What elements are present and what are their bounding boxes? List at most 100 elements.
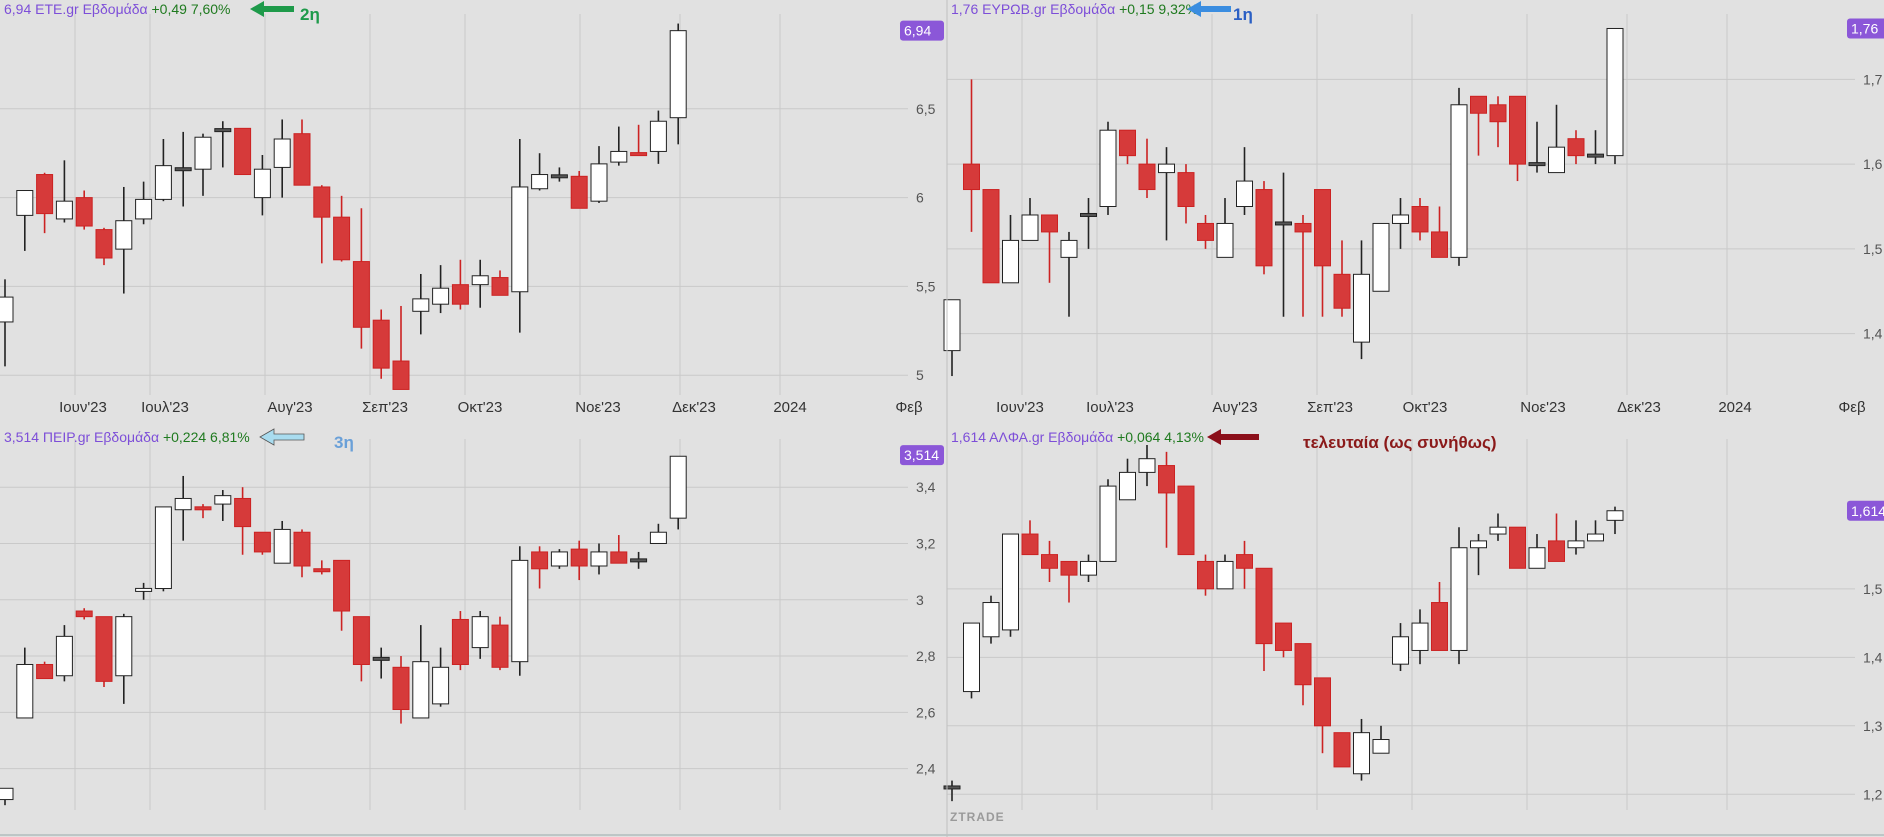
candle-body [115,616,133,677]
candle-body [1528,547,1546,569]
y-tick-label: 5 [916,367,924,383]
candle-body [1021,214,1039,241]
candle-body [392,360,410,390]
candle-body [16,663,34,719]
candle-body [1177,485,1195,556]
candle-body [982,602,1000,638]
candle-body [550,174,568,179]
candle-body [36,663,54,680]
y-tick-label: 6,5 [916,101,936,117]
candle-body [313,568,331,573]
y-tick-label: 1,5 [1863,581,1883,597]
candle-body [333,559,351,612]
y-tick-label: 3 [916,592,924,608]
candle-body [511,186,529,293]
annotation-label: 1η [1233,5,1253,24]
candle-body [1509,95,1526,165]
header-symbol: 6,94 ETE.gr Εβδομάδα [4,1,152,17]
candle-body [1158,163,1175,174]
price-badge [900,20,944,41]
candle-body [135,587,153,592]
candle-body [194,136,212,170]
price-badge [1847,18,1884,39]
y-tick-label: 5,5 [916,278,936,294]
candle-body [1041,214,1058,233]
candle-body [234,127,252,176]
x-tick-label: Δεκ'23 [672,399,716,416]
x-tick-label: Σεπ'23 [1307,399,1353,416]
candle-body [1450,104,1468,258]
y-tick-label: 1,7 [1863,71,1883,87]
chart-panel-ΠΕΙΡ.gr: 2,4 2,6 2,8 3 3,2 3,4 3,514 3,514 ΠΕΙΡ.gr Εβδομ… [0,428,944,810]
candle-body [982,189,1000,284]
chart-panel-ΕΥΡΩΒ.gr: 1,4 1,5 1,6 1,7 1,76 1,76 ΕΥΡΩΒ.gr Εβδομάδα +… [943,1,1884,416]
y-tick-label: 2,8 [916,648,936,664]
candle-body [531,174,549,190]
candle-body [432,666,450,705]
candle-body [1236,554,1253,569]
candle-body [174,167,192,172]
header-symbol: 3,514 ΠΕΙΡ.gr Εβδομάδα [4,429,163,445]
candle-body [1294,643,1312,686]
candle-body [590,551,608,567]
candle-body [1002,533,1019,631]
candle-body [570,548,588,567]
header-symbol: 1,614 ΑΛΦΑ.gr Εβδομάδα [951,429,1117,445]
candle-body [1236,180,1253,207]
candle-body [1060,560,1078,576]
y-tick-label: 1,3 [1863,718,1883,734]
price-badge-label: 6,94 [904,23,931,39]
candle-body [590,163,608,202]
candle-body [253,168,271,199]
chart-header: 1,614 ΑΛΦΑ.gr Εβδομάδα +0,064 4,13% [951,429,1204,445]
candle-body [610,551,628,564]
candle-body [471,616,489,649]
candle-body [432,287,450,305]
candle-body [1372,222,1390,292]
candle-body [1314,189,1331,267]
candle-body [1119,471,1136,501]
annotation-label: τελευταία (ως συνήθως) [1303,433,1497,452]
candle-body [1470,95,1487,114]
candle-body [55,200,73,220]
candle-body [649,531,667,544]
candle-body [1470,540,1487,549]
x-tick-label: Σεπ'23 [362,399,408,416]
candle-body [963,622,980,693]
x-tick-label: Αυγ'23 [267,399,312,416]
chart-header: 3,514 ΠΕΙΡ.gr Εβδομάδα +0,224 6,81% [4,429,250,445]
candle-body [943,785,961,790]
price-badge-label: 3,514 [904,447,939,463]
price-badge-label: 1,614 [1851,503,1884,519]
candle-body [214,128,232,133]
candle-body [1275,622,1292,651]
header-symbol: 1,76 ΕΥΡΩΒ.gr Εβδομάδα [951,1,1119,17]
x-tick-label: Φεβ [1838,399,1866,416]
y-tick-label: 3,4 [916,479,936,495]
candle-body [1353,732,1370,775]
y-tick-label: 1,2 [1863,786,1883,802]
candle-body [1333,732,1351,768]
x-tick-label: Οκτ'23 [458,399,503,416]
candle-body [1372,739,1390,754]
candle-body [649,120,667,152]
candle-body [1489,104,1507,123]
candle-body [36,174,54,215]
candle-body [1567,540,1585,549]
candle-body [511,559,529,663]
header-change: +0,224 6,81% [163,429,250,445]
candle-body [95,616,113,682]
candle-body [293,531,311,567]
x-tick-label: Αυγ'23 [1212,399,1257,416]
candle-body [943,299,961,352]
candle-body [1392,636,1409,665]
watermark: ZTRADE [950,810,1005,824]
y-tick-label: 1,6 [1863,156,1883,172]
candle-body [0,296,14,323]
candle-body [75,610,93,618]
y-tick-label: 6 [916,190,924,206]
candle-body [333,216,351,261]
annotation-label: 3η [334,433,354,452]
candle-body [1138,163,1156,191]
candle-body [352,261,370,328]
